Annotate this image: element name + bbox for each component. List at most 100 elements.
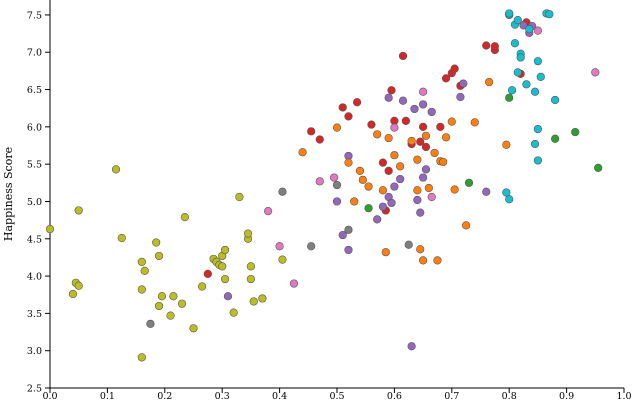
data-point: [278, 187, 287, 196]
data-point: [68, 289, 78, 299]
data-point: [433, 256, 442, 265]
data-point: [416, 208, 425, 217]
data-point: [502, 140, 511, 149]
data-point: [258, 294, 267, 303]
data-point: [490, 42, 499, 51]
data-point: [551, 134, 560, 143]
data-point: [416, 245, 425, 254]
data-point: [594, 163, 603, 172]
data-point: [223, 292, 233, 301]
data-point: [430, 148, 439, 158]
data-point: [137, 285, 146, 294]
y-tick-label: 2.5: [27, 384, 42, 395]
data-point: [298, 148, 307, 157]
data-point: [513, 68, 522, 77]
data-point: [510, 39, 520, 48]
y-tick-label: 6.0: [27, 122, 42, 133]
data-point: [410, 104, 419, 114]
y-tick-label: 3.5: [27, 309, 42, 320]
data-point: [332, 197, 342, 206]
x-tick-label: 0.8: [502, 391, 517, 400]
data-point: [157, 292, 167, 301]
data-point: [264, 207, 273, 216]
data-point: [140, 266, 149, 275]
data-point: [203, 269, 212, 278]
data-point: [459, 79, 468, 88]
x-tick-label: 0.6: [387, 391, 402, 400]
data-point: [198, 282, 207, 291]
data-point: [137, 257, 146, 267]
data-point: [367, 120, 376, 129]
data-point: [530, 139, 540, 149]
data-point: [505, 195, 514, 204]
data-point: [137, 353, 146, 362]
data-point: [384, 93, 393, 102]
y-axis-title: Happiness Score: [2, 147, 15, 241]
data-point: [117, 233, 126, 243]
data-point: [189, 324, 198, 333]
data-point: [450, 64, 459, 73]
data-point: [373, 130, 382, 139]
data-point: [378, 186, 388, 195]
data-point: [177, 299, 187, 308]
data-point: [74, 206, 83, 215]
data-point: [373, 215, 382, 224]
data-point: [315, 177, 324, 186]
data-point: [464, 178, 474, 187]
data-point: [419, 122, 428, 131]
x-tick-label: 0.3: [215, 391, 230, 400]
data-point: [516, 53, 525, 62]
data-point: [332, 180, 342, 190]
data-point: [427, 192, 436, 202]
data-point: [152, 238, 161, 247]
data-point: [421, 142, 431, 152]
data-point: [396, 162, 405, 171]
data-point: [591, 68, 600, 77]
data-point: [154, 301, 164, 311]
data-point: [275, 242, 284, 251]
x-tick-label: 0.9: [559, 391, 574, 400]
data-point: [229, 308, 238, 317]
data-point: [381, 248, 390, 257]
y-tick-label: 6.5: [27, 85, 42, 96]
data-point: [398, 51, 408, 61]
data-point: [519, 21, 528, 30]
data-point: [154, 251, 164, 261]
data-point: [505, 93, 514, 102]
y-tick-label: 5.0: [27, 197, 42, 208]
data-point: [344, 245, 353, 255]
x-ticks: 0.0 0.1 0.2 0.3 0.4 0.5 0.6 0.7 0.8 0.9 1.0: [42, 388, 632, 400]
data-point: [355, 166, 365, 175]
data-point: [421, 165, 431, 174]
data-point: [390, 182, 399, 191]
data-point: [332, 123, 342, 132]
y-tick-label: 7.0: [27, 48, 42, 59]
data-point: [413, 186, 422, 195]
data-point: [278, 255, 287, 264]
data-point: [246, 262, 255, 271]
data-point: [407, 136, 416, 146]
y-tick-label: 3.0: [27, 346, 42, 357]
data-point: [427, 107, 436, 117]
y-tick-label: 7.5: [27, 10, 42, 21]
data-point: [387, 198, 396, 208]
data-point: [387, 86, 396, 95]
data-point: [533, 26, 543, 35]
data-point: [424, 183, 433, 193]
data-point: [344, 112, 353, 121]
data-point: [401, 116, 410, 125]
y-tick-label: 5.5: [27, 160, 42, 171]
y-tick-label: 4.0: [27, 272, 42, 283]
data-point: [436, 122, 445, 131]
data-point: [505, 9, 514, 18]
data-point: [384, 166, 393, 175]
data-point: [352, 98, 362, 107]
data-point: [441, 133, 451, 142]
data-point: [533, 156, 543, 165]
data-point: [390, 123, 399, 132]
y-ticks: 2.5 3.0 3.5 4.0 4.5 5.0 5.5 6.0 6.5 7.0 7.5: [27, 10, 50, 395]
x-tick-label: 0.1: [100, 391, 115, 400]
data-point: [421, 131, 431, 140]
data-point: [307, 127, 316, 136]
